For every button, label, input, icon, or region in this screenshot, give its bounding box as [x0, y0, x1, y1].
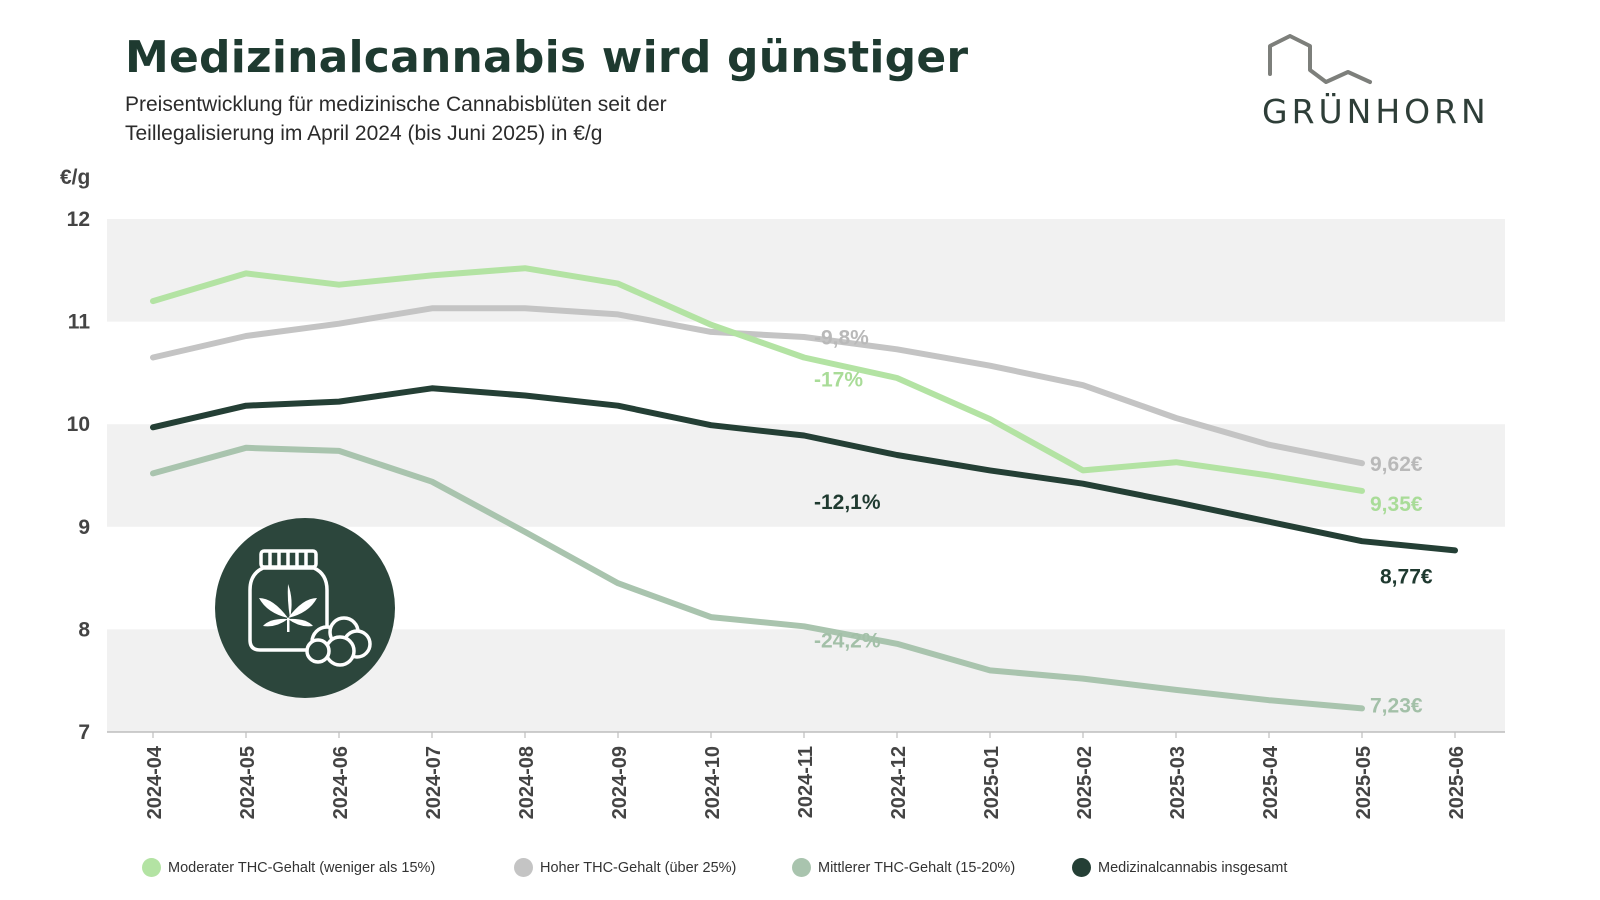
y-tick-label: 9 [78, 516, 90, 539]
y-tick-label: 11 [68, 311, 91, 334]
legend-item-medium[interactable]: Mittlerer THC-Gehalt (15-20%) [792, 858, 1015, 877]
legend-item-high[interactable]: Hoher THC-Gehalt (über 25%) [514, 858, 736, 877]
change-label-2: -24,2% [814, 629, 881, 652]
x-tick-label: 2025-04 [1260, 745, 1282, 819]
x-tick-label: 2024-11 [795, 746, 817, 818]
subtitle-line-1: Preisentwicklung für medizinische Cannab… [125, 93, 667, 116]
series-line-0 [150, 265, 1365, 494]
x-axis-ticks: 2024-04 2024-05 2024-06 2024-07 2024-08 2024-… [144, 732, 1468, 819]
legend-label-high: Hoher THC-Gehalt (über 25%) [540, 859, 737, 876]
x-tick-label: 2025-06 [1446, 746, 1468, 819]
end-value-label-3: 8,77€ [1380, 565, 1433, 588]
x-tick-label: 2024-04 [144, 745, 166, 819]
medicine-jar-cannabis-icon [215, 518, 395, 698]
x-tick-label: 2024-05 [237, 746, 259, 819]
change-label-1: -9,8% [814, 327, 869, 350]
y-tick-label: 12 [67, 208, 90, 231]
end-value-label-2: 7,23€ [1370, 694, 1423, 717]
legend-swatch-total [1072, 858, 1091, 877]
change-label-0: -17% [814, 369, 863, 392]
chart-band-1 [107, 424, 1505, 527]
end-value-label-0: 9,35€ [1370, 493, 1423, 516]
series-lines [150, 265, 1458, 712]
x-tick-label: 2024-08 [516, 746, 538, 819]
page-subtitle: Preisentwicklung für medizinische Cannab… [125, 90, 825, 148]
brand-logo-text: GRÜNHORN [1262, 92, 1490, 131]
page-title: Medizinalcannabis wird günstiger [125, 32, 969, 83]
x-tick-label: 2024-07 [423, 746, 445, 819]
x-tick-label: 2024-09 [609, 746, 631, 819]
end-value-label-1: 9,62€ [1370, 453, 1423, 476]
series-line-3 [150, 385, 1458, 554]
legend-label-total: Medizinalcannabis insgesamt [1098, 859, 1288, 876]
series-line-2 [150, 444, 1365, 712]
y-axis-ticks: 7 8 9 10 11 12 [67, 208, 91, 744]
legend-item-total[interactable]: Medizinalcannabis insgesamt [1072, 858, 1287, 877]
house-roof-logo-icon [1268, 34, 1372, 84]
legend-swatch-medium [792, 858, 811, 877]
legend-item-moderate[interactable]: Moderater THC-Gehalt (weniger als 15%) [142, 858, 435, 877]
x-tick-label: 2024-10 [702, 746, 724, 819]
series-line-1 [150, 305, 1365, 467]
legend-swatch-high [514, 858, 533, 877]
x-tick-label: 2025-05 [1353, 746, 1375, 819]
x-tick-label: 2025-02 [1074, 746, 1096, 819]
legend-label-moderate: Moderater THC-Gehalt (weniger als 15%) [168, 859, 436, 876]
x-tick-label: 2025-01 [981, 746, 1003, 819]
chart-legend: Moderater THC-Gehalt (weniger als 15%) H… [0, 858, 1600, 882]
x-tick-label: 2024-12 [888, 746, 910, 819]
x-tick-label: 2025-03 [1167, 746, 1189, 819]
y-tick-label: 8 [78, 618, 90, 641]
data-labels: -17% -9,8% -24,2% -12,1% 9,62€ 9,35€ 7,23€ 8,77… [814, 327, 1433, 718]
y-tick-label: 10 [67, 413, 90, 436]
y-tick-label: 7 [78, 721, 90, 744]
subtitle-line-2: Teillegalisierung im April 2024 (bis Jun… [125, 122, 603, 145]
legend-swatch-moderate [142, 858, 161, 877]
chart-band-0 [107, 219, 1505, 322]
legend-label-medium: Mittlerer THC-Gehalt (15-20%) [818, 859, 1016, 876]
change-label-3: -12,1% [814, 491, 881, 514]
y-axis-unit-label: €/g [60, 166, 91, 189]
x-tick-label: 2024-06 [330, 746, 352, 819]
